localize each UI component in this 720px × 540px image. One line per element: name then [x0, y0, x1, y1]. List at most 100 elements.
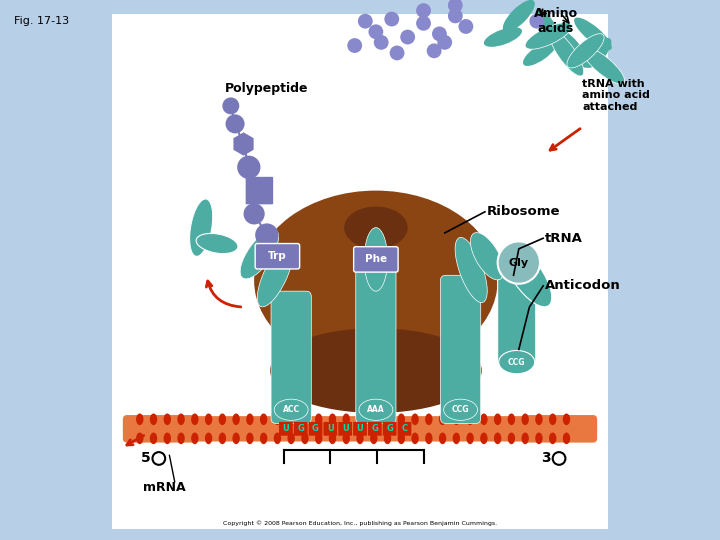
- Circle shape: [400, 30, 415, 44]
- Ellipse shape: [219, 414, 226, 425]
- Ellipse shape: [150, 433, 157, 444]
- Ellipse shape: [508, 414, 515, 425]
- Circle shape: [448, 9, 463, 23]
- Ellipse shape: [240, 230, 279, 279]
- Circle shape: [437, 35, 452, 50]
- Text: Gly: Gly: [509, 258, 529, 268]
- Ellipse shape: [467, 414, 474, 425]
- Ellipse shape: [136, 433, 143, 444]
- Ellipse shape: [287, 414, 295, 425]
- FancyBboxPatch shape: [498, 270, 536, 365]
- Ellipse shape: [523, 40, 557, 66]
- Ellipse shape: [329, 414, 336, 425]
- Ellipse shape: [191, 414, 199, 425]
- Ellipse shape: [329, 433, 336, 444]
- Ellipse shape: [370, 433, 377, 444]
- Ellipse shape: [503, 0, 535, 32]
- Ellipse shape: [397, 433, 405, 444]
- Ellipse shape: [260, 414, 267, 425]
- Text: tRNA: tRNA: [545, 232, 583, 245]
- Ellipse shape: [384, 414, 391, 425]
- Ellipse shape: [585, 38, 611, 68]
- Ellipse shape: [425, 433, 433, 444]
- FancyBboxPatch shape: [441, 275, 481, 423]
- Ellipse shape: [205, 433, 212, 444]
- Ellipse shape: [439, 433, 446, 444]
- Circle shape: [255, 224, 279, 247]
- Ellipse shape: [219, 433, 226, 444]
- Circle shape: [347, 38, 362, 53]
- Circle shape: [459, 19, 473, 34]
- Ellipse shape: [343, 433, 350, 444]
- Ellipse shape: [356, 433, 364, 444]
- Ellipse shape: [150, 414, 157, 425]
- Ellipse shape: [246, 433, 253, 444]
- Ellipse shape: [233, 433, 240, 444]
- Circle shape: [384, 12, 399, 26]
- Ellipse shape: [574, 18, 612, 50]
- Ellipse shape: [499, 350, 535, 374]
- Ellipse shape: [254, 191, 498, 370]
- Circle shape: [222, 97, 239, 114]
- FancyBboxPatch shape: [368, 422, 382, 436]
- Circle shape: [448, 0, 463, 13]
- FancyBboxPatch shape: [397, 422, 411, 436]
- Ellipse shape: [270, 328, 482, 413]
- FancyBboxPatch shape: [356, 259, 396, 423]
- Ellipse shape: [384, 433, 391, 444]
- Ellipse shape: [484, 27, 522, 47]
- Circle shape: [358, 14, 373, 29]
- Text: CCG: CCG: [508, 357, 526, 367]
- Circle shape: [432, 26, 447, 41]
- FancyBboxPatch shape: [309, 422, 323, 436]
- FancyBboxPatch shape: [271, 291, 311, 423]
- Circle shape: [225, 114, 245, 133]
- Ellipse shape: [301, 414, 309, 425]
- Ellipse shape: [315, 414, 323, 425]
- Ellipse shape: [470, 233, 504, 280]
- Ellipse shape: [260, 433, 267, 444]
- Ellipse shape: [343, 414, 350, 425]
- Text: U: U: [356, 424, 364, 433]
- Ellipse shape: [525, 23, 572, 49]
- Ellipse shape: [503, 244, 552, 307]
- Ellipse shape: [246, 414, 253, 425]
- Text: U: U: [327, 424, 334, 433]
- Ellipse shape: [344, 206, 408, 249]
- Text: G: G: [372, 424, 378, 433]
- Ellipse shape: [549, 433, 557, 444]
- Ellipse shape: [205, 414, 212, 425]
- Circle shape: [374, 35, 389, 50]
- Ellipse shape: [480, 433, 487, 444]
- FancyBboxPatch shape: [353, 422, 367, 436]
- FancyBboxPatch shape: [279, 422, 293, 436]
- FancyBboxPatch shape: [179, 416, 541, 442]
- Circle shape: [529, 14, 544, 29]
- FancyBboxPatch shape: [323, 422, 337, 436]
- Ellipse shape: [189, 199, 213, 256]
- Text: 3: 3: [541, 451, 551, 465]
- Ellipse shape: [163, 433, 171, 444]
- Text: U: U: [342, 424, 348, 433]
- FancyBboxPatch shape: [255, 244, 300, 269]
- Ellipse shape: [287, 433, 295, 444]
- Ellipse shape: [563, 414, 570, 425]
- Text: Polypeptide: Polypeptide: [225, 82, 309, 95]
- Ellipse shape: [467, 433, 474, 444]
- Circle shape: [390, 45, 405, 60]
- Ellipse shape: [411, 414, 419, 425]
- Text: Anticodon: Anticodon: [545, 279, 621, 292]
- Ellipse shape: [453, 433, 460, 444]
- Polygon shape: [233, 132, 253, 156]
- Text: Fig. 17-13: Fig. 17-13: [14, 16, 70, 26]
- Ellipse shape: [425, 414, 433, 425]
- Ellipse shape: [536, 9, 565, 55]
- FancyBboxPatch shape: [123, 415, 195, 443]
- Text: Amino
acids: Amino acids: [534, 8, 578, 36]
- Ellipse shape: [356, 414, 364, 425]
- Ellipse shape: [177, 433, 185, 444]
- Text: U: U: [282, 424, 289, 433]
- Ellipse shape: [444, 399, 477, 420]
- Text: Ribosome: Ribosome: [487, 205, 561, 218]
- FancyBboxPatch shape: [383, 422, 397, 436]
